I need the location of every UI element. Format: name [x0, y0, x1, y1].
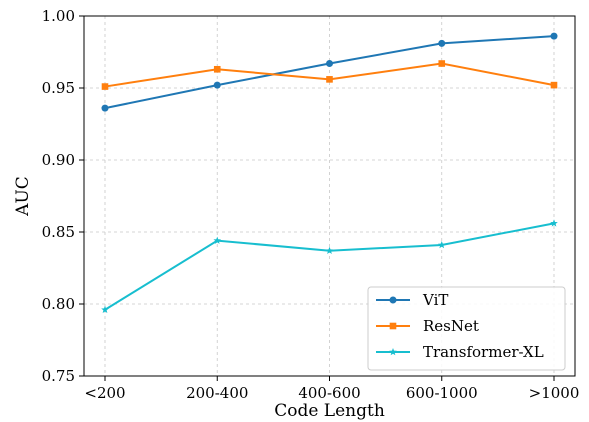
legend-label: Transformer-XL: [423, 343, 544, 361]
x-tick-label: 600-1000: [406, 384, 478, 402]
data-point: [550, 219, 558, 227]
data-point: [101, 104, 109, 112]
y-tick-label: 0.75: [42, 367, 75, 385]
data-point: [438, 60, 446, 67]
data-point: [326, 76, 333, 83]
x-tick-label: 400-600: [298, 384, 360, 402]
legend-marker: [389, 348, 397, 356]
legend-label: ViT: [422, 291, 448, 309]
data-point: [326, 60, 333, 68]
x-tick-label: <200: [84, 384, 125, 402]
legend-item: ResNet: [376, 317, 479, 335]
y-tick-label: 1.00: [42, 7, 75, 25]
y-tick-label: 0.90: [42, 151, 75, 169]
data-point: [550, 32, 558, 40]
y-tick-label: 0.95: [42, 79, 75, 97]
x-axis-title: Code Length: [274, 401, 385, 421]
legend-item: Transformer-XL: [376, 343, 544, 361]
series-group: [101, 32, 558, 313]
data-point: [437, 240, 446, 249]
legend-item: ViT: [376, 291, 448, 309]
series-resnet: [101, 60, 558, 90]
data-point: [101, 305, 109, 313]
plot-frame: [83, 15, 576, 377]
series-vit: [101, 32, 558, 112]
y-axis-title: AUC: [13, 176, 33, 217]
data-point: [213, 81, 221, 89]
legend-marker: [389, 322, 397, 330]
legend-label: ResNet: [423, 317, 479, 335]
data-point: [213, 236, 222, 244]
data-point: [101, 83, 109, 90]
y-tick-label: 0.80: [42, 295, 75, 313]
x-axis-ticks: <200 200-400 400-600 600-1000 >1000: [84, 376, 579, 402]
data-point: [550, 81, 558, 89]
legend-box: [367, 286, 566, 371]
data-point: [213, 65, 221, 73]
legend: ViT ResNet Transformer-XL: [367, 286, 566, 371]
x-tick-label: 200-400: [186, 384, 248, 402]
series-transformer-xl: [101, 219, 558, 313]
x-tick-label: >1000: [529, 384, 580, 402]
y-axis-ticks: 0.75 0.80 0.85 0.90 0.95 1.00: [42, 7, 84, 385]
legend-marker: [389, 296, 397, 304]
y-tick-label: 0.85: [42, 223, 75, 241]
data-point: [325, 246, 334, 254]
data-point: [438, 39, 446, 47]
